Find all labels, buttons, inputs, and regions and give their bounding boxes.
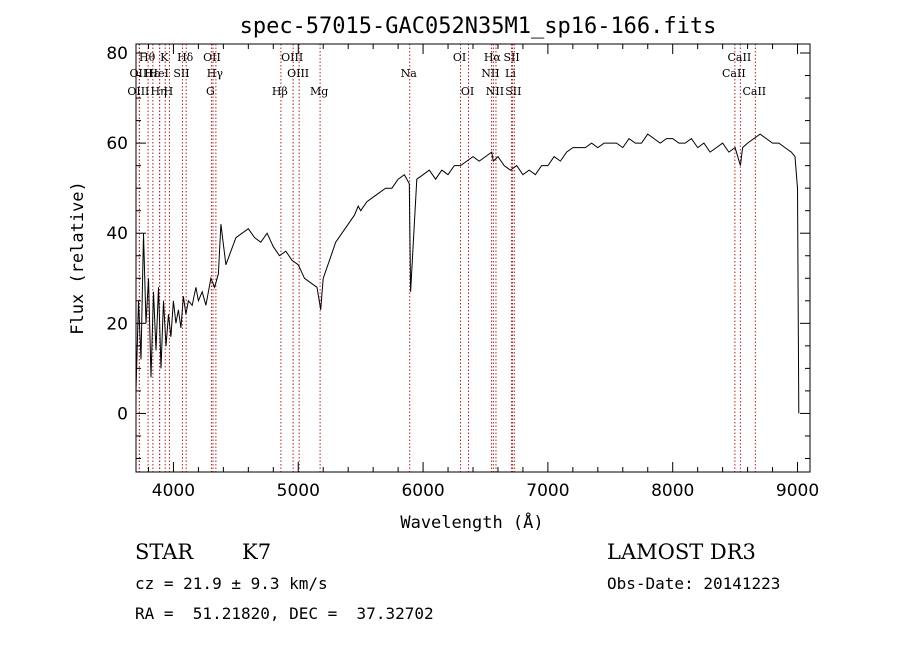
line-marker-label-22: NII [486,85,504,98]
y-axis-ticks: 0 20 40 60 80 [106,44,810,459]
spectrum-chart: spec-57015-GAC052N35M1_sp16-166.fits Hθ O… [68,14,819,533]
line-marker-label-18: OI [453,51,466,64]
coordinates: RA = 51.21820, DEC = 37.32702 [135,604,434,623]
line-marker-label-16: Mg [310,85,328,98]
line-marker-label-1: OII [130,67,148,80]
survey-name: LAMOST DR3 [607,540,756,564]
x-tick-label-7000: 7000 [526,481,569,501]
line-marker-label-25: SII [505,85,521,98]
line-marker-label-9: Hδ [177,51,194,64]
line-marker-label-5: K [160,51,169,64]
object-class: STAR [135,540,194,564]
line-marker-label-14: OIII [281,51,303,64]
line-marker-label-4: Hη [150,85,166,98]
line-marker-label-21: NII [481,67,499,80]
line-marker-label-28: CaII [742,85,766,98]
line-marker-label-26: CaII [728,51,752,64]
line-marker-label-27: CaII [722,67,746,80]
line-marker-label-6: HeI [148,67,168,80]
x-axis-ticks: 4000 5000 6000 7000 8000 9000 [147,44,819,501]
line-marker-label-13: Hβ [272,85,288,98]
chart-title: spec-57015-GAC052N35M1_sp16-166.fits [240,14,717,39]
y-tick-label-0: 0 [117,404,128,424]
x-axis-label: Wavelength (Å) [400,511,543,533]
y-tick-label-60: 60 [106,134,128,154]
line-marker-label-11: Hγ [207,67,224,80]
x-tick-label-9000: 9000 [776,481,819,501]
x-tick-label-6000: 6000 [401,481,444,501]
line-marker-label-7: H [164,85,174,98]
line-marker-label-23: SII [503,51,519,64]
line-marker-label-24: Li [505,67,516,80]
line-marker-label-12: G [206,85,215,98]
line-marker-label-20: Hα [484,51,502,64]
y-tick-label-40: 40 [106,224,128,244]
redshift-velocity: cz = 21.9 ± 9.3 km/s [135,574,328,593]
observation-date: Obs-Date: 20141223 [607,574,781,593]
spectrum-line [135,133,800,414]
y-tick-label-20: 20 [106,314,128,334]
line-marker-label-15: OIII [287,67,309,80]
y-tick-label-80: 80 [106,44,128,64]
line-marker-label-10: OII [203,51,221,64]
line-marker-label-17: Na [401,67,418,80]
x-tick-label-5000: 5000 [277,481,320,501]
line-markers [138,44,756,472]
x-tick-label-4000: 4000 [152,481,195,501]
object-subclass: K7 [242,540,272,564]
y-axis-label: Flux (relative) [68,181,88,335]
plot-frame [135,43,811,473]
x-tick-label-8000: 8000 [651,481,694,501]
line-marker-label-19: OI [461,85,474,98]
line-marker-label-2: OIII [127,85,149,98]
line-marker-label-3: Hε [144,67,160,80]
line-marker-label-0: Hθ [139,51,156,64]
line-marker-label-8: SII [173,67,189,80]
